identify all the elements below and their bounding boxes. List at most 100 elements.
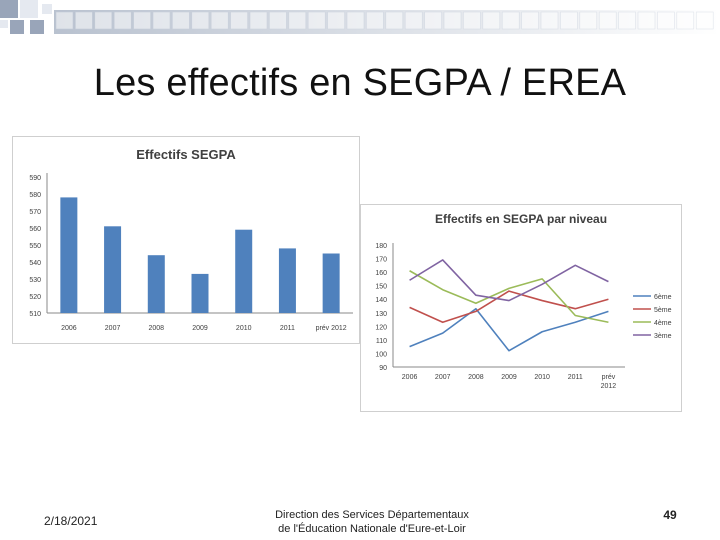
footer-organization-line2: de l'Éducation Nationale d'Eure-et-Loir: [278, 523, 466, 535]
chart2-x-label: 2010: [534, 374, 550, 381]
chart1-ytick-label: 580: [29, 192, 41, 199]
header-tile: [288, 11, 307, 30]
header-tile: [249, 11, 268, 30]
header-square: [10, 20, 24, 34]
header-tile: [269, 11, 287, 30]
chart1-x-label: 2009: [192, 325, 208, 332]
footer-organization: Direction des Services Départementaux de…: [240, 508, 504, 536]
header-square: [30, 20, 44, 34]
chart1-bar: [278, 248, 296, 313]
header-tile: [210, 11, 229, 30]
chart2-series-line: [409, 270, 609, 324]
header-tile: [521, 11, 539, 30]
chart2-x-label: 2011: [568, 374, 583, 381]
header-tile: [540, 11, 559, 30]
chart2-ytick-label: 170: [375, 257, 387, 264]
chart1-bar: [322, 253, 340, 313]
header-tile: [482, 11, 501, 30]
header-tile: [94, 11, 113, 30]
header-tile: [657, 11, 675, 30]
chart2-ytick-label: 100: [375, 351, 387, 358]
header-tile: [191, 11, 210, 30]
chart2-x-label: 2007: [435, 374, 451, 381]
chart1-ytick-label: 550: [29, 243, 41, 250]
chart2-legend-label: 4ème: [654, 320, 672, 327]
chart2-x-label: 2009: [501, 374, 517, 381]
header-tile: [598, 11, 617, 30]
page-number: 49: [663, 508, 677, 522]
chart1-bar: [191, 273, 209, 313]
header-tile: [560, 11, 578, 30]
header-tile: [695, 11, 714, 30]
chart1-bar: [104, 226, 122, 313]
header-tile: [404, 11, 423, 30]
header-tile: [133, 11, 151, 30]
chart1-ytick-label: 520: [29, 294, 41, 301]
header-square: [20, 0, 38, 18]
header-square: [0, 20, 8, 28]
bar-chart-effectifs-segpa: Effectifs SEGPA 510 520 530 540 550 560 570 580 5…: [12, 136, 360, 344]
header-tile: [676, 11, 695, 30]
chart1-ytick-label: 560: [29, 226, 41, 233]
chart1-bar: [147, 255, 165, 313]
header-tile: [172, 11, 190, 30]
chart2-ytick-label: 180: [375, 243, 387, 250]
line-chart-effectifs-par-niveau: Effectifs en SEGPA par niveau 90 100 110 120…: [360, 204, 682, 412]
chart2-ytick-label: 140: [375, 297, 387, 304]
chart2-legend-label: 5ème: [654, 307, 672, 314]
chart2-series-line: [409, 259, 609, 302]
chart2-title: Effectifs en SEGPA par niveau: [435, 212, 607, 226]
chart1-x-label: 2006: [61, 325, 77, 332]
header-tile: [346, 11, 365, 30]
header-tile: [55, 11, 74, 30]
header-tile: [113, 11, 132, 30]
header-tile: [366, 11, 384, 30]
header-tile: [424, 11, 442, 30]
chart2-x-label: 2006: [402, 374, 418, 381]
slide-title: Les effectifs en SEGPA / EREA: [93, 62, 627, 104]
chart1-x-label: 2007: [105, 325, 121, 332]
chart1-bar: [60, 197, 78, 313]
chart1-title: Effectifs SEGPA: [136, 147, 236, 162]
footer-organization-line1: Direction des Services Départementaux: [275, 509, 469, 521]
chart1-ytick-label: 590: [29, 175, 41, 182]
chart2-legend-label: 3ème: [654, 333, 672, 340]
footer-date: 2/18/2021: [44, 514, 98, 528]
chart1-x-label: 2011: [280, 325, 295, 332]
header-tile: [579, 11, 598, 30]
header-tile: [463, 11, 481, 30]
chart1-ytick-label: 540: [29, 260, 41, 267]
chart2-ytick-label: 130: [375, 311, 387, 318]
chart1-ytick-label: 530: [29, 277, 41, 284]
header-tile: [307, 11, 326, 30]
header-tile: [501, 11, 520, 30]
header-square: [0, 0, 18, 18]
chart2-ytick-label: 150: [375, 284, 387, 291]
chart1-x-label: prév 2012: [316, 325, 347, 332]
header-tile: [230, 11, 248, 30]
chart1-x-label: 2008: [148, 325, 164, 332]
header-tile: [618, 11, 636, 30]
chart2-series-line: [409, 290, 609, 324]
chart2-legend-label: 6ème: [654, 294, 672, 301]
chart2-ytick-label: 90: [379, 365, 387, 372]
header-square: [42, 4, 52, 14]
chart2-ytick-label: 110: [376, 338, 387, 345]
chart2-x-label-line2: 2012: [601, 383, 617, 390]
chart2-x-label: prév: [602, 374, 616, 381]
chart1-bar: [235, 229, 253, 313]
header-tile: [385, 11, 404, 30]
chart1-ytick-label: 510: [29, 311, 41, 318]
header-tile: [152, 11, 171, 30]
chart2-series-line: [409, 307, 609, 352]
header-tile: [75, 11, 93, 30]
chart1-ytick-label: 570: [29, 209, 41, 216]
header-tile: [327, 11, 345, 30]
chart2-x-label: 2008: [468, 374, 484, 381]
chart2-ytick-label: 120: [375, 324, 387, 331]
chart2-ytick-label: 160: [375, 270, 387, 277]
header-tile: [443, 11, 462, 30]
decorative-header-band: [0, 0, 720, 34]
header-tile: [637, 11, 656, 30]
chart1-x-label: 2010: [236, 325, 252, 332]
